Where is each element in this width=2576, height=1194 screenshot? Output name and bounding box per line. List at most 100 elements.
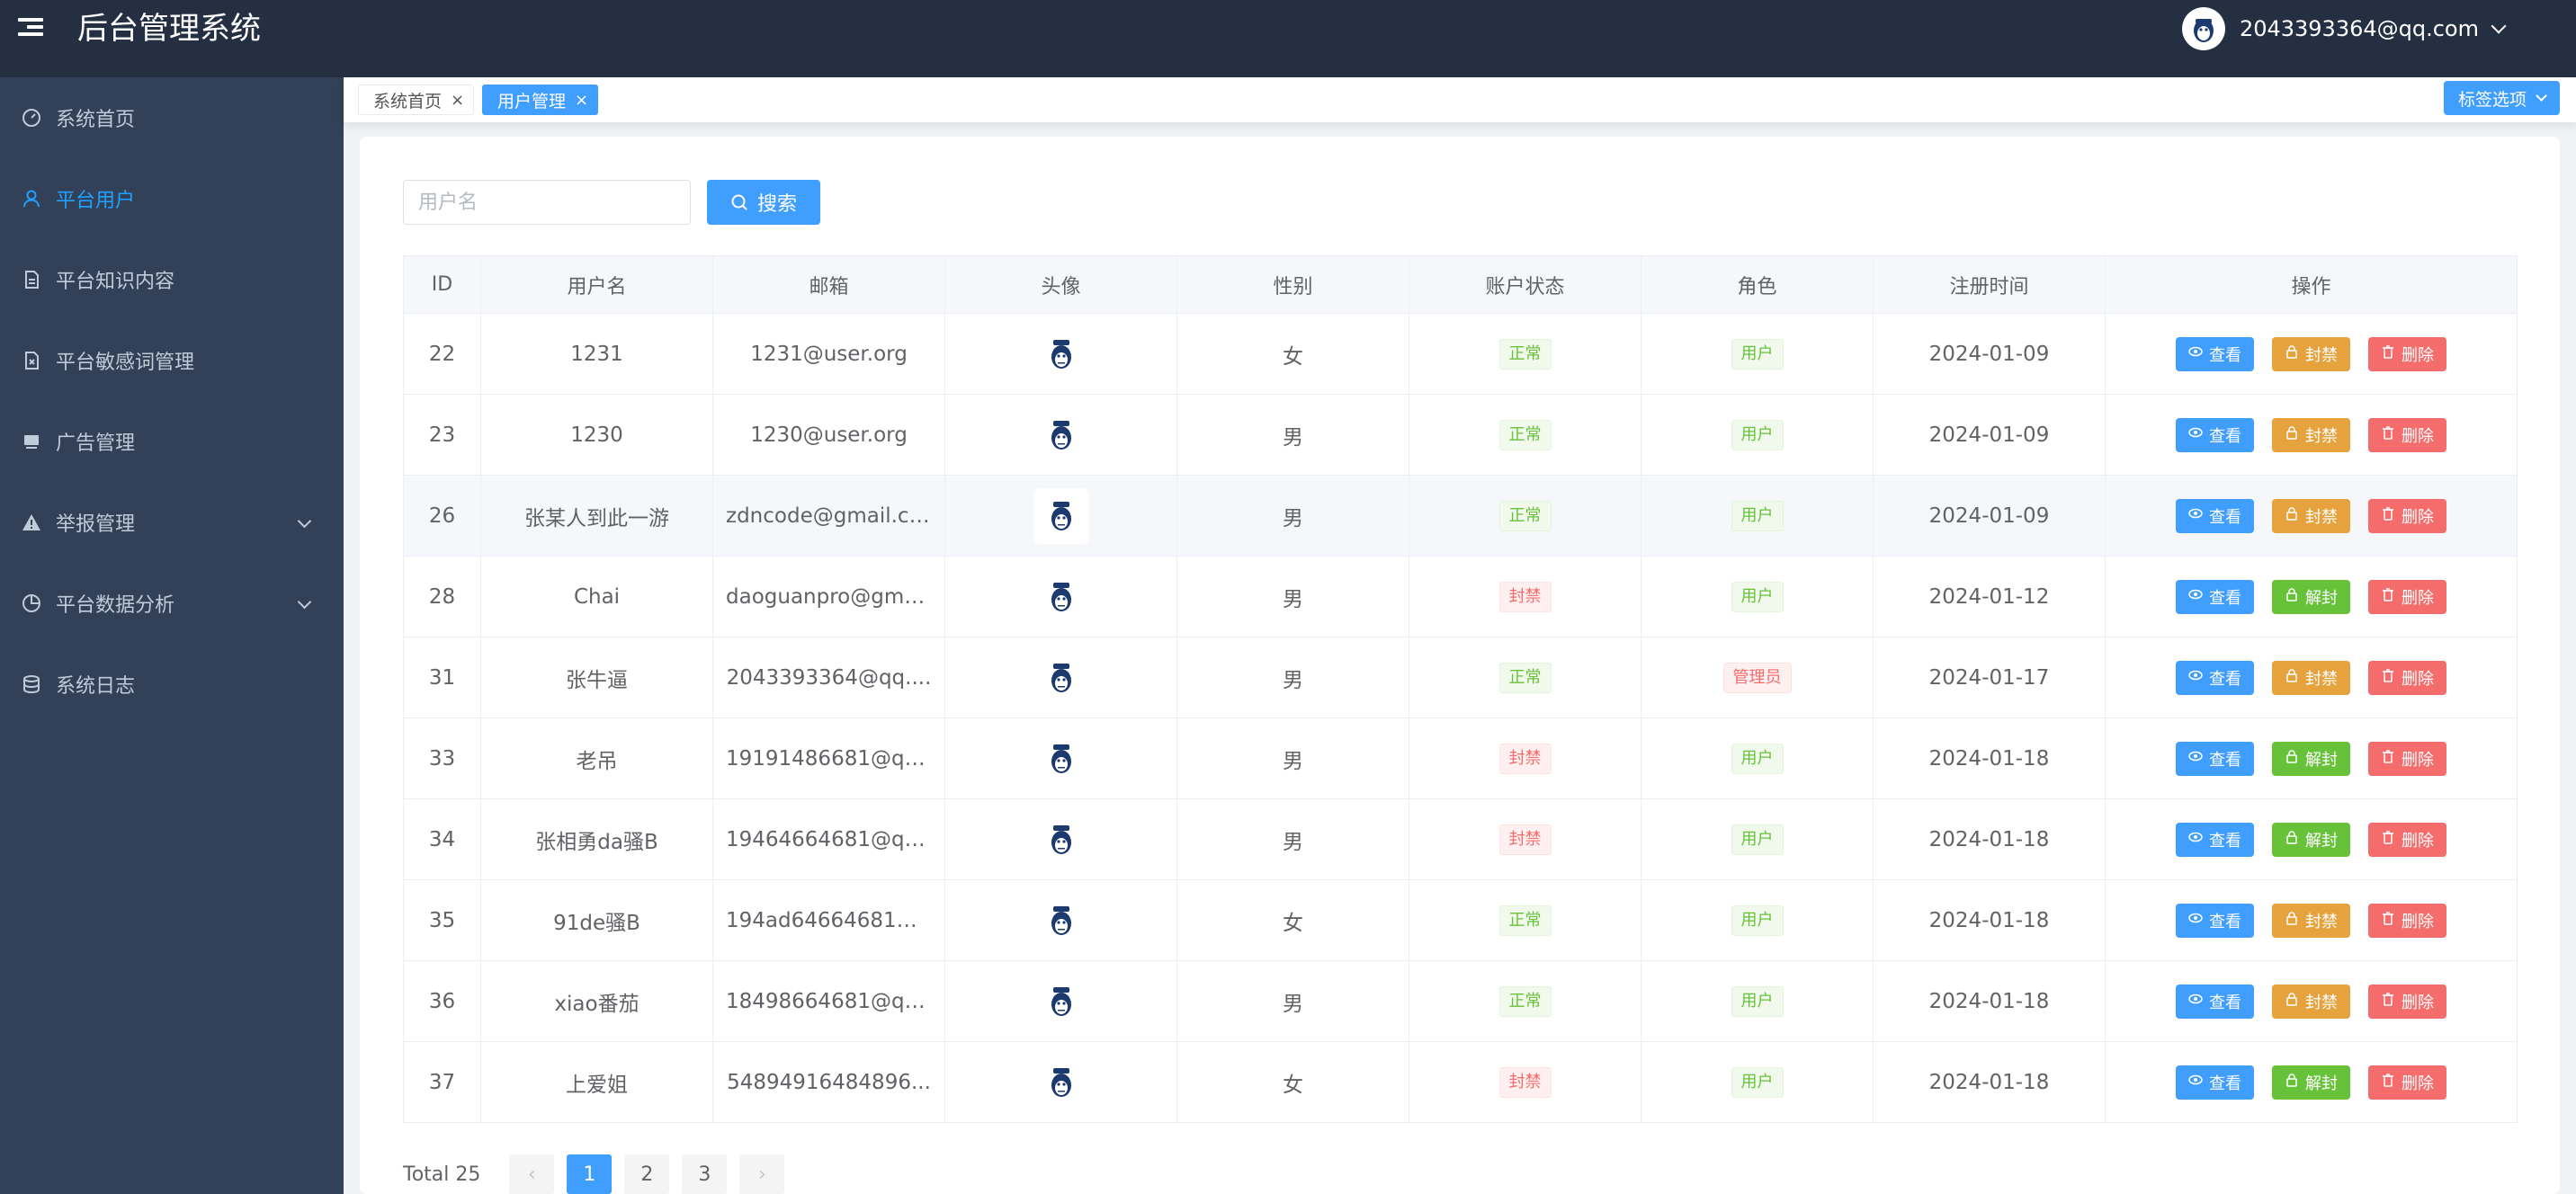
sidebar-item[interactable]: 举报管理 (0, 482, 344, 563)
cell-username: Chai (480, 556, 713, 637)
ban-toggle-label: 封禁 (2305, 426, 2338, 446)
monkey-avatar-icon[interactable] (1033, 893, 1089, 949)
sidebar-item[interactable]: 系统日志 (0, 644, 344, 725)
eye-icon (2188, 992, 2203, 1011)
monkey-avatar-icon[interactable] (1033, 326, 1089, 382)
delete-button[interactable]: 删除 (2368, 498, 2446, 533)
user-avatar (2181, 7, 2225, 50)
cell-role: 用户 (1641, 394, 1874, 476)
delete-button[interactable]: 删除 (2368, 984, 2446, 1019)
ban-toggle-button[interactable]: 封禁 (2272, 498, 2350, 533)
cell-gender: 男 (1176, 556, 1409, 637)
view-button[interactable]: 查看 (2176, 498, 2254, 533)
sidebar-item[interactable]: 平台敏感词管理 (0, 320, 344, 401)
monkey-avatar-icon[interactable] (1033, 812, 1089, 868)
delete-button[interactable]: 删除 (2368, 822, 2446, 857)
table-row[interactable]: 31 张牛逼 2043393364@qq.... 男 正常 管理员 2024-0… (403, 637, 2518, 718)
view-button[interactable]: 查看 (2176, 579, 2254, 614)
view-button[interactable]: 查看 (2176, 660, 2254, 695)
total-count: Total 25 (403, 1163, 481, 1186)
sidebar-item[interactable]: 平台用户 (0, 158, 344, 239)
sidebar-item[interactable]: 平台知识内容 (0, 239, 344, 320)
monkey-avatar-icon[interactable] (1033, 731, 1089, 787)
page-button[interactable]: 1 (567, 1154, 613, 1194)
delete-button[interactable]: 删除 (2368, 660, 2446, 695)
view-button[interactable]: 查看 (2176, 903, 2254, 938)
view-button[interactable]: 查看 (2176, 417, 2254, 452)
cell-gender: 男 (1176, 394, 1409, 476)
table-row[interactable]: 22 1231 1231@user.org 女 正常 用户 2024-01-09… (403, 313, 2518, 395)
cell-status: 正常 (1409, 313, 1641, 395)
ban-toggle-button[interactable]: 解封 (2272, 579, 2350, 614)
next-page-button[interactable]: › (739, 1154, 785, 1194)
cell-username: 1230 (480, 394, 713, 476)
ban-toggle-button[interactable]: 解封 (2272, 822, 2350, 857)
cell-username: 张相勇da骚B (480, 798, 713, 880)
prev-page-button[interactable]: ‹ (509, 1154, 555, 1194)
cell-gender: 男 (1176, 475, 1409, 557)
ban-toggle-button[interactable]: 封禁 (2272, 660, 2350, 695)
table-row[interactable]: 28 Chai daoguanpro@gmai... 男 封禁 用户 2024-… (403, 556, 2518, 637)
delete-button[interactable]: 删除 (2368, 417, 2446, 452)
trash-icon (2381, 425, 2395, 444)
column-header: 用户名 (480, 255, 713, 314)
tags-bar: 系统首页 × 用户管理 × 标签选项 (344, 77, 2576, 122)
close-icon[interactable]: × (575, 90, 589, 110)
delete-button[interactable]: 删除 (2368, 741, 2446, 776)
delete-button[interactable]: 删除 (2368, 336, 2446, 371)
table-row[interactable]: 33 老吊 19191486681@qq.c... 男 封禁 用户 2024-0… (403, 717, 2518, 799)
page-button[interactable]: 2 (624, 1154, 670, 1194)
view-button[interactable]: 查看 (2176, 336, 2254, 371)
eye-icon (2188, 344, 2203, 363)
close-icon[interactable]: × (451, 90, 465, 110)
status-badge: 正常 (1498, 338, 1552, 370)
view-button[interactable]: 查看 (2176, 1065, 2254, 1100)
lock-icon (2285, 1073, 2299, 1092)
view-button[interactable]: 查看 (2176, 741, 2254, 776)
lock-icon (2285, 587, 2299, 606)
monkey-avatar-icon[interactable] (1033, 407, 1089, 463)
lock-icon (2285, 668, 2299, 687)
monkey-avatar-icon[interactable] (1033, 650, 1089, 706)
monkey-avatar-icon[interactable] (1033, 487, 1089, 544)
table-row[interactable]: 35 91de骚B 194ad64664681@... 女 正常 用户 2024… (403, 879, 2518, 961)
tag-user-management[interactable]: 用户管理 × (482, 85, 599, 115)
table-row[interactable]: 34 张相勇da骚B 19464664681@qq.... 男 封禁 用户 20… (403, 798, 2518, 880)
tag-options-button[interactable]: 标签选项 (2443, 81, 2560, 115)
sidebar-item[interactable]: 平台数据分析 (0, 563, 344, 644)
sidebar-item-label: 平台敏感词管理 (56, 352, 195, 374)
ban-toggle-button[interactable]: 封禁 (2272, 903, 2350, 938)
menu-toggle-icon[interactable] (18, 14, 47, 43)
view-button[interactable]: 查看 (2176, 984, 2254, 1019)
ban-toggle-button[interactable]: 解封 (2272, 741, 2350, 776)
delete-button[interactable]: 删除 (2368, 903, 2446, 938)
cell-id: 26 (403, 475, 481, 557)
delete-button[interactable]: 删除 (2368, 1065, 2446, 1100)
search-input[interactable] (403, 180, 691, 225)
table-row[interactable]: 36 xiao番茄 18498664681@qq.... 男 正常 用户 202… (403, 960, 2518, 1042)
cell-avatar (944, 960, 1177, 1042)
ban-toggle-label: 封禁 (2305, 912, 2338, 931)
monkey-avatar-icon[interactable] (1033, 974, 1089, 1029)
delete-button[interactable]: 删除 (2368, 579, 2446, 614)
ban-toggle-button[interactable]: 封禁 (2272, 336, 2350, 371)
user-menu[interactable]: 2043393364@qq.com (2181, 7, 2507, 50)
monkey-avatar-icon[interactable] (1033, 569, 1089, 625)
ban-toggle-button[interactable]: 封禁 (2272, 984, 2350, 1019)
cell-registered: 2024-01-09 (1873, 475, 2106, 557)
table-row[interactable]: 37 上爱姐 54894916484896... 女 封禁 用户 2024-01… (403, 1041, 2518, 1123)
search-button[interactable]: 搜索 (707, 180, 820, 225)
role-badge: 用户 (1731, 1066, 1784, 1098)
view-button[interactable]: 查看 (2176, 822, 2254, 857)
monkey-avatar-icon[interactable] (1033, 1055, 1089, 1110)
sidebar-item[interactable]: 系统首页 (0, 77, 344, 158)
table-row[interactable]: 26 张某人到此一游 zdncode@gmail.com 男 正常 用户 202… (403, 475, 2518, 557)
ban-toggle-button[interactable]: 封禁 (2272, 417, 2350, 452)
tag-home[interactable]: 系统首页 × (358, 85, 475, 115)
sidebar-item[interactable]: 广告管理 (0, 401, 344, 482)
cell-status: 封禁 (1409, 798, 1641, 880)
page-button[interactable]: 3 (682, 1154, 728, 1194)
column-header: 角色 (1641, 255, 1874, 314)
ban-toggle-button[interactable]: 解封 (2272, 1065, 2350, 1100)
table-row[interactable]: 23 1230 1230@user.org 男 正常 用户 2024-01-09… (403, 394, 2518, 476)
